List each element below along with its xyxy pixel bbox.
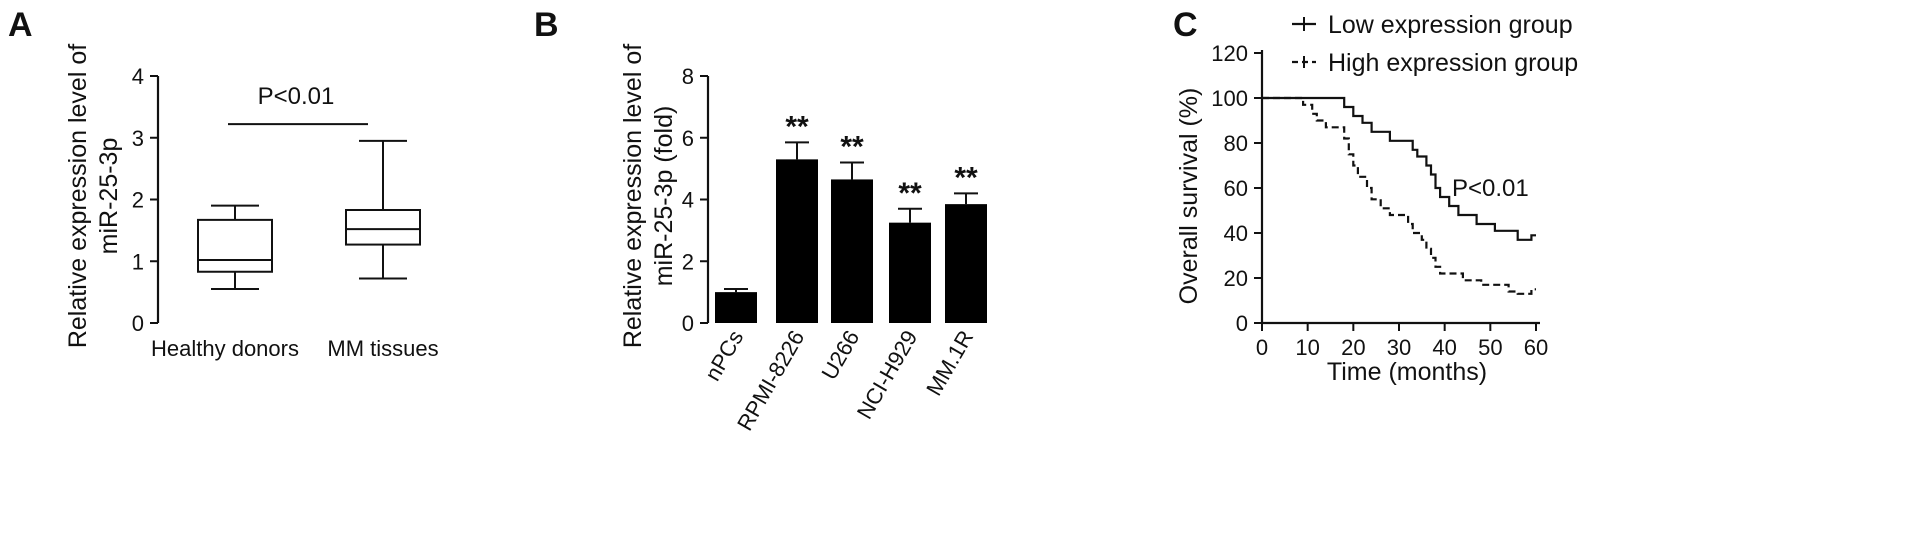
panel-a-p-value: P<0.01 xyxy=(258,83,335,110)
panel-c-ytick-label: 60 xyxy=(1224,176,1248,201)
bar xyxy=(889,222,931,323)
panel-c-xtick-label: 20 xyxy=(1341,335,1365,360)
panel-a-category-label: Healthy donors xyxy=(151,336,299,361)
panel-c-ytick-label: 20 xyxy=(1224,266,1248,291)
bar-category-label: U266 xyxy=(816,326,864,384)
panel-c-letter: C xyxy=(1173,6,1198,44)
bar-category-label: nPCs xyxy=(700,326,749,385)
panel-c-xtick-label: 60 xyxy=(1524,335,1548,360)
panel-b-ytick-label: 0 xyxy=(682,311,694,336)
panel-a-ylabel-line2: miR-25-3p xyxy=(95,138,123,255)
panel-c-ytick-label: 40 xyxy=(1224,221,1248,246)
panel-b-ytick-label: 6 xyxy=(682,126,694,151)
panel-c-ylabel: Overall survival (%) xyxy=(1175,88,1203,305)
box-iqr xyxy=(345,208,421,246)
bar-significance: ** xyxy=(898,177,922,210)
panel-c-xtick-label: 10 xyxy=(1295,335,1319,360)
bar xyxy=(715,292,757,323)
panel-c-p-value: P<0.01 xyxy=(1452,175,1529,202)
panel-c-xlabel: Time (months) xyxy=(1327,358,1487,386)
bar xyxy=(831,179,873,323)
panel-b-ylabel-line2: miR-25-3p (fold) xyxy=(650,106,678,287)
box-iqr xyxy=(197,218,273,273)
bar-significance: ** xyxy=(785,110,809,143)
panel-a-ytick-label: 4 xyxy=(132,64,144,89)
bar-significance: ** xyxy=(840,130,864,163)
panel-a-letter: A xyxy=(8,6,33,44)
panel-a: A Relative expression level of miR-25-3p… xyxy=(8,6,439,361)
panel-b-ytick-label: 4 xyxy=(682,188,694,213)
bar-significance: ** xyxy=(954,161,978,194)
panel-a-ytick-label: 0 xyxy=(132,311,144,336)
panel-c-xtick-label: 40 xyxy=(1432,335,1456,360)
panel-c-ytick-label: 120 xyxy=(1211,41,1248,66)
panel-b: B Relative expression level of miR-25-3p… xyxy=(534,6,987,435)
panel-c-ytick-label: 80 xyxy=(1224,131,1248,156)
bar-category-label: MM.1R xyxy=(921,326,978,400)
panel-a-category-label: MM tissues xyxy=(327,336,438,361)
survival-line-high xyxy=(1262,96,1536,295)
panel-c-xtick-label: 0 xyxy=(1256,335,1268,360)
panel-b-ytick-label: 2 xyxy=(682,249,694,274)
panel-c-ytick-label: 100 xyxy=(1211,86,1248,111)
panel-c-ytick-label: 0 xyxy=(1236,311,1248,336)
panel-a-ytick-label: 2 xyxy=(132,188,144,213)
panel-a-ytick-label: 3 xyxy=(132,126,144,151)
bar xyxy=(945,204,987,323)
panel-c-legend: Low expression group High expression gro… xyxy=(1292,11,1578,77)
legend-high-expression: High expression group xyxy=(1328,49,1578,77)
bar xyxy=(776,159,818,323)
panel-b-ytick-label: 8 xyxy=(682,64,694,89)
panel-c: C Overall survival (%) 0 20 40 60 80 100 120 0… xyxy=(1173,6,1578,386)
panel-b-letter: B xyxy=(534,6,559,44)
panel-b-ylabel-line1: Relative expression level of xyxy=(619,44,647,348)
survival-line-low xyxy=(1262,96,1536,241)
panel-c-xtick-label: 50 xyxy=(1478,335,1502,360)
panel-a-ytick-label: 1 xyxy=(132,249,144,274)
panel-c-xtick-label: 30 xyxy=(1387,335,1411,360)
legend-low-expression: Low expression group xyxy=(1328,11,1573,39)
panel-a-ylabel-line1: Relative expression level of xyxy=(64,44,92,348)
